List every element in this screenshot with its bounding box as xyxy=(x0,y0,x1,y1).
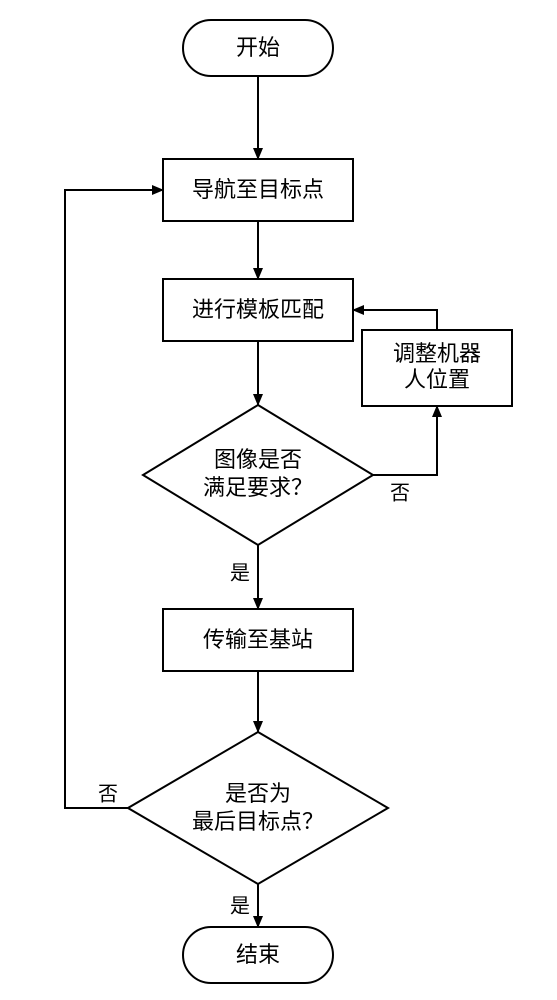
node-adjust-label-2: 人位置 xyxy=(404,367,470,392)
node-nav-label: 导航至目标点 xyxy=(192,177,324,202)
node-decision-2: 是否为 最后目标点？ xyxy=(128,732,388,884)
edge-label-d1-yes: 是 xyxy=(230,563,250,585)
node-match: 进行模板匹配 xyxy=(163,279,353,341)
node-trans-label: 传输至基站 xyxy=(203,627,313,652)
node-start: 开始 xyxy=(183,20,333,76)
node-decision-1: 图像是否 满足要求？ xyxy=(143,405,373,545)
node-trans: 传输至基站 xyxy=(163,609,353,671)
edge-label-d2-no: 否 xyxy=(98,784,118,806)
edge-label-d1-no: 否 xyxy=(390,483,410,505)
node-adjust: 调整机器 人位置 xyxy=(362,330,512,406)
edge-label-d2-yes: 是 xyxy=(230,896,250,918)
edge-adjust-match xyxy=(353,310,437,330)
node-d1-label-2: 满足要求？ xyxy=(203,475,313,500)
flowchart-canvas: 是 否 是 否 开始 导航至目标点 进行模板匹配 调整机器 人位置 图像是否 满… xyxy=(0,0,557,1000)
node-d2-label-1: 是否为 xyxy=(225,781,291,806)
node-d2-label-2: 最后目标点？ xyxy=(192,809,324,834)
node-d1-label-1: 图像是否 xyxy=(214,447,302,472)
edge-d2-nav xyxy=(65,190,163,808)
node-start-label: 开始 xyxy=(236,35,280,60)
node-nav: 导航至目标点 xyxy=(163,159,353,221)
node-match-label: 进行模板匹配 xyxy=(192,297,324,322)
node-end-label: 结束 xyxy=(236,942,280,967)
node-adjust-label-1: 调整机器 xyxy=(393,341,481,366)
edge-d1-adjust xyxy=(373,406,437,475)
node-end: 结束 xyxy=(183,927,333,983)
